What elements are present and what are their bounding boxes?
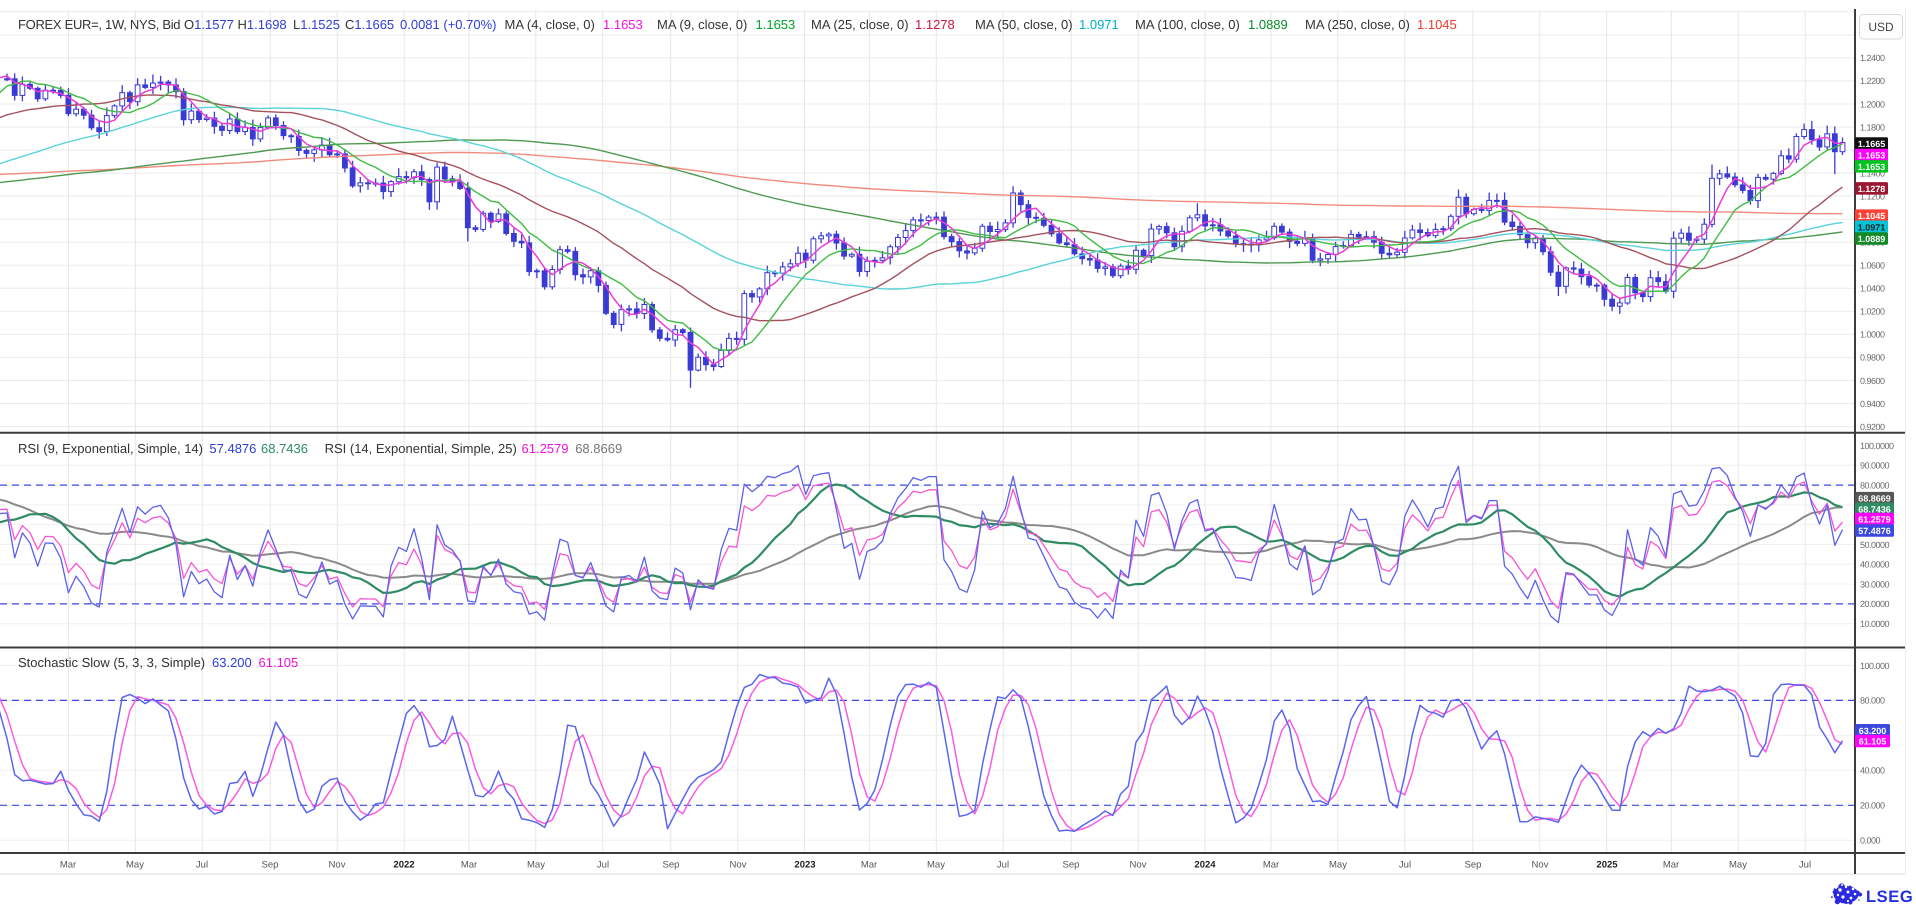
svg-text:20.0000: 20.0000: [1860, 599, 1890, 609]
svg-text:RSI (9, Exponential, Simple, 1: RSI (9, Exponential, Simple, 14): [18, 441, 203, 456]
svg-text:80.0000: 80.0000: [1860, 480, 1890, 490]
svg-text:Stochastic Slow (5, 3, 3, Simp: Stochastic Slow (5, 3, 3, Simple): [18, 655, 205, 670]
svg-text:Mar: Mar: [461, 860, 477, 871]
svg-text:Jul: Jul: [997, 860, 1009, 871]
svg-text:1.1400: 1.1400: [1860, 168, 1885, 178]
svg-text:1.0889: 1.0889: [1858, 234, 1886, 244]
svg-text:1.2200: 1.2200: [1860, 76, 1885, 86]
svg-text:0.9400: 0.9400: [1860, 399, 1885, 409]
svg-text:1.1653: 1.1653: [1858, 151, 1886, 161]
svg-text:May: May: [527, 860, 545, 871]
svg-text:1.1200: 1.1200: [1860, 191, 1885, 201]
svg-text:1.1278: 1.1278: [1858, 184, 1886, 194]
svg-text:Mar: Mar: [1263, 860, 1279, 871]
svg-text:Sep: Sep: [1465, 860, 1482, 871]
svg-text:1.0971: 1.0971: [1079, 17, 1119, 32]
svg-text:1.1653: 1.1653: [603, 17, 643, 32]
svg-text:1.0400: 1.0400: [1860, 284, 1885, 294]
svg-text:40.000: 40.000: [1860, 766, 1885, 776]
svg-text:May: May: [927, 860, 945, 871]
svg-text:68.7436: 68.7436: [261, 441, 308, 456]
svg-text:Nov: Nov: [1532, 860, 1549, 871]
svg-text:1.1278: 1.1278: [915, 17, 955, 32]
svg-text:O1.1577: O1.1577: [184, 17, 234, 32]
svg-text:Mar: Mar: [60, 860, 76, 871]
svg-text:FOREX EUR=, 1W, NYS, Bid: FOREX EUR=, 1W, NYS, Bid: [18, 17, 180, 32]
svg-text:Nov: Nov: [1130, 860, 1147, 871]
svg-text:1.1800: 1.1800: [1860, 122, 1885, 132]
svg-text:68.8669: 68.8669: [575, 441, 622, 456]
svg-text:2024: 2024: [1194, 860, 1216, 871]
svg-text:MA (9, close, 0): MA (9, close, 0): [657, 17, 747, 32]
svg-text:MA (50, close, 0): MA (50, close, 0): [975, 17, 1073, 32]
svg-text:USD: USD: [1868, 20, 1894, 34]
svg-text:100.0000: 100.0000: [1860, 441, 1894, 451]
svg-text:May: May: [126, 860, 144, 871]
svg-text:Jul: Jul: [1399, 860, 1411, 871]
svg-text:57.4876: 57.4876: [1858, 526, 1891, 536]
svg-text:80.000: 80.000: [1860, 696, 1885, 706]
svg-text:Sep: Sep: [1063, 860, 1080, 871]
svg-text:1.1045: 1.1045: [1417, 17, 1457, 32]
svg-text:63.200: 63.200: [1859, 726, 1887, 736]
svg-text:H1.1698: H1.1698: [238, 17, 287, 32]
svg-text:1.1665: 1.1665: [1858, 139, 1886, 149]
svg-text:1.0200: 1.0200: [1860, 307, 1885, 317]
svg-text:LSEG: LSEG: [1866, 888, 1913, 905]
svg-text:2025: 2025: [1596, 860, 1618, 871]
svg-text:MA (250, close, 0): MA (250, close, 0): [1305, 17, 1410, 32]
svg-text:1.0889: 1.0889: [1248, 17, 1288, 32]
svg-text:Mar: Mar: [1663, 860, 1679, 871]
svg-text:Sep: Sep: [262, 860, 279, 871]
svg-text:100.000: 100.000: [1860, 661, 1890, 671]
svg-text:1.2000: 1.2000: [1860, 99, 1885, 109]
svg-text:1.1653: 1.1653: [756, 17, 796, 32]
svg-text:63.200: 63.200: [212, 655, 252, 670]
svg-text:61.2579: 61.2579: [522, 441, 569, 456]
svg-text:61.105: 61.105: [259, 655, 299, 670]
svg-text:C1.1665: C1.1665: [345, 17, 394, 32]
svg-text:MA (25, close, 0): MA (25, close, 0): [811, 17, 909, 32]
svg-text:20.000: 20.000: [1860, 801, 1885, 811]
svg-text:L1.1525: L1.1525: [293, 17, 340, 32]
svg-text:MA (100, close, 0): MA (100, close, 0): [1135, 17, 1240, 32]
svg-text:90.0000: 90.0000: [1860, 461, 1890, 471]
svg-text:1.0600: 1.0600: [1860, 261, 1885, 271]
svg-text:May: May: [1729, 860, 1747, 871]
svg-text:2023: 2023: [794, 860, 815, 871]
svg-text:0.000: 0.000: [1860, 836, 1881, 846]
svg-text:1.2400: 1.2400: [1860, 53, 1885, 63]
svg-text:Jul: Jul: [597, 860, 609, 871]
svg-text:Jul: Jul: [196, 860, 208, 871]
svg-text:57.4876: 57.4876: [209, 441, 256, 456]
svg-text:Sep: Sep: [663, 860, 680, 871]
svg-text:RSI (14, Exponential, Simple,: RSI (14, Exponential, Simple, 25): [325, 441, 517, 456]
svg-text:Jul: Jul: [1799, 860, 1811, 871]
svg-text:Nov: Nov: [329, 860, 346, 871]
svg-text:May: May: [1329, 860, 1347, 871]
svg-text:30.0000: 30.0000: [1860, 579, 1890, 589]
svg-text:50.0000: 50.0000: [1860, 540, 1890, 550]
svg-text:1.1045: 1.1045: [1858, 211, 1886, 221]
svg-text:Mar: Mar: [861, 860, 877, 871]
svg-text:1.0000: 1.0000: [1860, 330, 1885, 340]
svg-text:0.9600: 0.9600: [1860, 376, 1885, 386]
svg-text:61.105: 61.105: [1859, 737, 1887, 747]
svg-text:1.0971: 1.0971: [1858, 222, 1886, 232]
svg-text:1.1653: 1.1653: [1858, 162, 1886, 172]
svg-text:MA (4, close, 0): MA (4, close, 0): [505, 17, 595, 32]
svg-text:68.8669: 68.8669: [1858, 494, 1891, 504]
svg-text:0.9200: 0.9200: [1860, 422, 1885, 432]
svg-text:Nov: Nov: [730, 860, 747, 871]
svg-text:0.9800: 0.9800: [1860, 353, 1885, 363]
svg-text:10.0000: 10.0000: [1860, 619, 1890, 629]
svg-text:40.0000: 40.0000: [1860, 560, 1890, 570]
svg-text:61.2579: 61.2579: [1858, 515, 1891, 525]
svg-text:68.7436: 68.7436: [1858, 504, 1891, 514]
svg-text:0.0081 (+0.70%): 0.0081 (+0.70%): [400, 17, 496, 32]
svg-text:2022: 2022: [393, 860, 414, 871]
